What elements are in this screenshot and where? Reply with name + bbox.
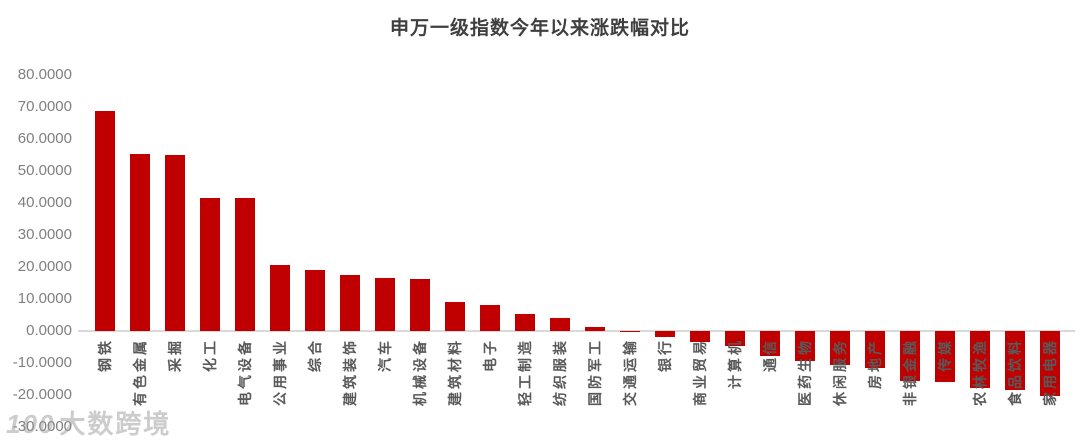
bar [690,331,710,343]
category-label: 休闲服务 [832,338,848,406]
y-tick-label: 40.0000 [17,194,72,211]
category-label: 电气设备 [237,338,253,406]
category-label: 钢铁 [97,338,113,372]
y-tick-label: 10.0000 [17,290,72,307]
category-label: 非银金融 [902,338,918,406]
bar [725,331,745,346]
category-label: 医药生物 [797,338,813,406]
y-tick-label: 50.0000 [17,162,72,179]
bar [445,302,465,331]
y-tick-label: 60.0000 [17,130,72,147]
category-label: 有色金属 [132,338,148,406]
bar [340,275,360,331]
category-label: 建筑材料 [447,338,463,406]
category-label: 机械设备 [412,338,428,406]
category-label: 交通运输 [622,338,638,406]
y-tick-label: 70.0000 [17,98,72,115]
watermark-logo: 100 [6,409,56,439]
bar [620,331,640,332]
chart-title: 申万一级指数今年以来涨跌幅对比 [389,18,690,39]
bar [550,317,570,331]
category-label: 银行 [657,338,673,372]
bar [655,331,675,338]
y-tick-label: -10.0000 [12,354,72,371]
category-label: 商业贸易 [692,338,708,406]
category-label: 传媒 [937,338,953,372]
bar [585,327,605,331]
category-label: 纺织服装 [552,338,568,406]
x-axis-line [78,330,1075,332]
category-label: 汽车 [377,338,393,372]
category-label: 计算机 [727,338,743,389]
category-label: 农林牧渔 [972,338,988,406]
y-tick-label: 0.0000 [26,322,72,339]
bar [515,314,535,331]
category-label: 房地产 [867,338,883,389]
category-label: 公用事业 [272,338,288,406]
bar [270,265,290,331]
bar [165,155,185,331]
bar [305,270,325,331]
category-label: 采掘 [167,338,183,372]
bar [970,331,990,388]
bar [130,153,150,331]
bar [95,110,115,331]
watermark-text: 大数跨境 [59,409,172,439]
y-tick-label: 30.0000 [17,226,72,243]
category-label: 家用电器 [1042,338,1058,406]
bar [480,304,500,331]
category-label: 国防军工 [587,338,603,406]
bar [235,198,255,331]
category-label: 综合 [307,338,323,372]
y-tick-label: 20.0000 [17,258,72,275]
category-label: 化工 [202,338,218,372]
bar [760,331,780,356]
bar [795,331,815,362]
y-tick-label: -20.0000 [12,386,72,403]
bar [410,278,430,331]
bar [865,331,885,369]
bar [1005,331,1025,391]
category-label: 建筑装饰 [342,338,358,406]
category-label: 轻工制造 [517,338,533,406]
bar [1040,331,1060,396]
watermark: 100 大数跨境 [6,404,171,441]
bar [935,331,955,383]
bar [830,331,850,365]
bar [375,278,395,331]
y-tick-label: -30.0000 [12,418,72,435]
category-label: 食品饮料 [1007,338,1023,406]
bar [200,197,220,331]
bar [900,331,920,381]
category-label: 电子 [482,338,498,372]
y-tick-label: 80.0000 [17,66,72,83]
category-label: 通信 [762,338,778,372]
